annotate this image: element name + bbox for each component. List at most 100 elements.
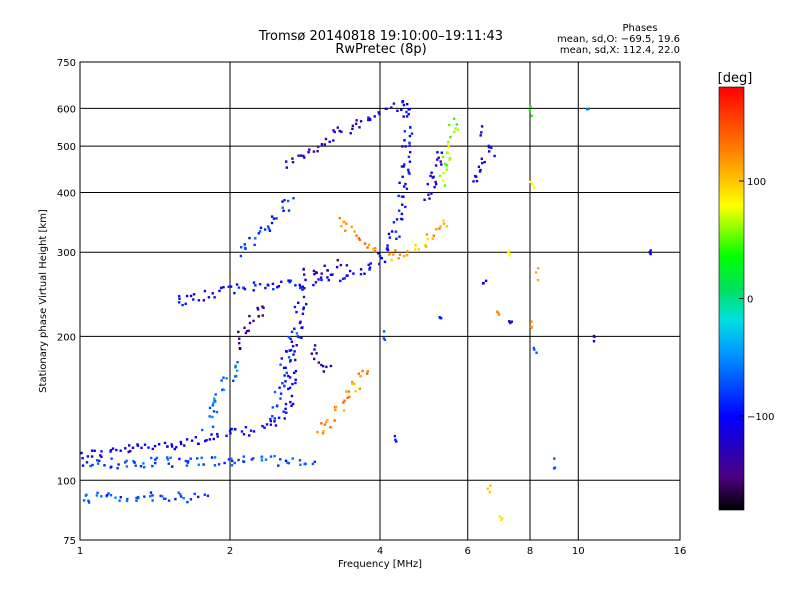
data-point bbox=[220, 286, 223, 290]
data-point bbox=[533, 348, 536, 351]
data-point bbox=[177, 301, 181, 304]
data-point bbox=[132, 460, 135, 463]
data-point bbox=[410, 132, 414, 135]
x-axis-ticks: 1 2 4 6 8 10 16 bbox=[77, 546, 687, 557]
data-point bbox=[434, 164, 438, 167]
data-point bbox=[314, 281, 318, 284]
data-point bbox=[242, 286, 245, 289]
data-point bbox=[394, 249, 397, 252]
data-point bbox=[272, 288, 275, 291]
data-point bbox=[196, 457, 199, 460]
data-point bbox=[328, 140, 331, 143]
data-point bbox=[340, 130, 343, 133]
data-point bbox=[400, 195, 404, 198]
data-point bbox=[192, 293, 196, 296]
data-point bbox=[142, 462, 145, 465]
data-point bbox=[349, 132, 352, 135]
data-point bbox=[213, 397, 216, 400]
data-point bbox=[587, 107, 590, 110]
data-point bbox=[292, 197, 295, 200]
data-point bbox=[197, 495, 200, 499]
data-point bbox=[403, 130, 406, 133]
data-point bbox=[149, 495, 152, 498]
data-point bbox=[335, 405, 338, 409]
data-point bbox=[167, 462, 170, 465]
data-point bbox=[443, 184, 447, 187]
data-point bbox=[326, 418, 329, 422]
data-point bbox=[203, 493, 206, 496]
data-point bbox=[151, 494, 154, 497]
data-point bbox=[477, 165, 481, 168]
data-point bbox=[322, 365, 325, 368]
data-point bbox=[125, 459, 128, 463]
data-point bbox=[150, 456, 153, 460]
data-point bbox=[592, 334, 596, 338]
data-point bbox=[291, 345, 295, 348]
data-point bbox=[230, 464, 234, 467]
data-point bbox=[367, 118, 370, 122]
data-point bbox=[310, 352, 313, 355]
data-point bbox=[285, 166, 288, 169]
data-point bbox=[238, 337, 241, 340]
data-point bbox=[166, 456, 169, 459]
data-point bbox=[273, 390, 277, 394]
data-point bbox=[87, 499, 90, 502]
data-point bbox=[445, 164, 449, 167]
data-point bbox=[223, 461, 226, 465]
data-point bbox=[338, 216, 341, 220]
data-point bbox=[87, 501, 91, 504]
data-point bbox=[272, 217, 276, 220]
data-point bbox=[134, 464, 137, 467]
data-point bbox=[290, 330, 294, 333]
data-point bbox=[243, 326, 246, 329]
data-point bbox=[500, 517, 504, 520]
data-point bbox=[351, 380, 354, 384]
data-point bbox=[131, 446, 135, 449]
data-point bbox=[363, 272, 366, 275]
data-point bbox=[109, 450, 112, 453]
data-point bbox=[357, 237, 361, 240]
data-point bbox=[211, 415, 214, 419]
data-point bbox=[448, 157, 452, 160]
data-point bbox=[283, 366, 286, 370]
data-point bbox=[531, 182, 534, 186]
data-point bbox=[332, 139, 335, 142]
data-point bbox=[185, 438, 189, 441]
data-point bbox=[383, 260, 387, 264]
data-point bbox=[352, 272, 355, 275]
data-point bbox=[213, 296, 216, 299]
data-point bbox=[442, 219, 445, 222]
data-point bbox=[291, 161, 295, 164]
data-point bbox=[408, 134, 412, 138]
data-point bbox=[290, 394, 294, 398]
data-point bbox=[359, 120, 363, 123]
data-point bbox=[323, 423, 327, 426]
data-point bbox=[354, 122, 358, 125]
data-point bbox=[424, 245, 428, 248]
data-point bbox=[213, 456, 217, 459]
data-point bbox=[277, 464, 280, 467]
data-point bbox=[358, 387, 361, 390]
data-point bbox=[438, 174, 442, 177]
data-point bbox=[267, 284, 270, 287]
data-point bbox=[298, 283, 301, 287]
data-point bbox=[552, 467, 556, 470]
data-point bbox=[438, 227, 441, 230]
data-point bbox=[481, 161, 484, 165]
data-point bbox=[252, 457, 255, 460]
data-point bbox=[283, 417, 286, 420]
data-point bbox=[270, 221, 274, 225]
data-point bbox=[335, 265, 339, 269]
data-point bbox=[284, 407, 287, 410]
data-point bbox=[236, 369, 239, 372]
data-point bbox=[403, 185, 406, 188]
data-point bbox=[125, 499, 129, 503]
data-point bbox=[157, 443, 161, 446]
data-point bbox=[269, 417, 272, 421]
data-point bbox=[374, 247, 377, 250]
data-point bbox=[440, 163, 443, 166]
data-point bbox=[293, 327, 296, 330]
data-point bbox=[323, 143, 326, 146]
data-point bbox=[366, 246, 369, 249]
